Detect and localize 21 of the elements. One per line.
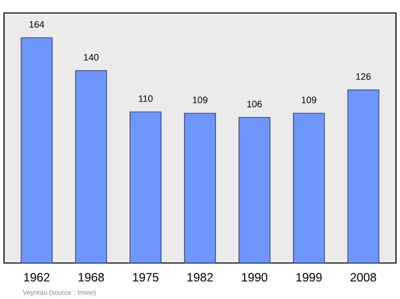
- x-tick-label: 1968: [78, 273, 104, 282]
- bar: [238, 116, 270, 263]
- bar: [292, 112, 325, 263]
- data-label: 106: [247, 100, 262, 108]
- x-tick-label: 1999: [296, 273, 322, 282]
- bar: [347, 90, 380, 263]
- data-label: 110: [138, 95, 153, 102]
- bar: [184, 112, 216, 263]
- x-tick-label: 1975: [133, 273, 158, 282]
- x-tick-label: 1990: [242, 273, 268, 282]
- data-label: 140: [84, 54, 99, 61]
- data-label: 109: [192, 96, 208, 104]
- data-label: 109: [302, 96, 316, 104]
- bar: [75, 70, 108, 263]
- x-tick-label: 2008: [350, 273, 376, 282]
- data-label: 164: [30, 21, 44, 28]
- bar: [20, 37, 53, 263]
- x-tick-label: 1982: [188, 273, 213, 282]
- x-tick-label: 1962: [24, 273, 50, 282]
- bar: [130, 111, 162, 263]
- data-label: 126: [356, 73, 371, 80]
